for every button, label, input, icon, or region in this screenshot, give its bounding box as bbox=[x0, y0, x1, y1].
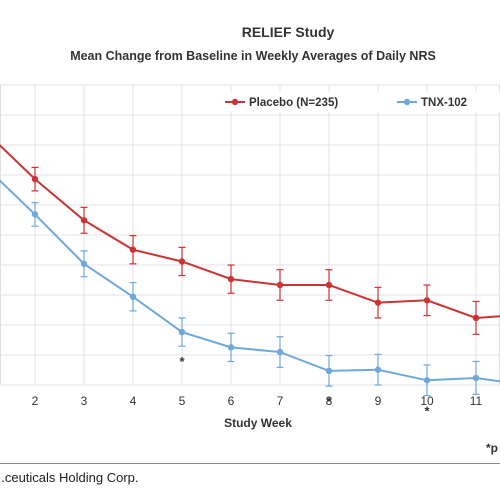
significance-marker: * bbox=[179, 354, 185, 369]
data-point-tnx bbox=[227, 344, 235, 351]
data-point-tnx bbox=[276, 348, 284, 356]
data-point-tnx bbox=[31, 211, 39, 218]
series-line-tnx bbox=[0, 179, 500, 383]
chart-subtitle: Mean Change from Baseline in Weekly Aver… bbox=[70, 49, 436, 63]
data-point-tnx bbox=[325, 367, 333, 375]
data-point-placebo bbox=[423, 297, 431, 304]
data-point-placebo bbox=[374, 299, 382, 306]
data-point-placebo bbox=[472, 314, 480, 322]
x-tick-label: 6 bbox=[228, 394, 235, 408]
x-tick-label: 8 bbox=[326, 394, 333, 408]
data-point-placebo bbox=[31, 175, 39, 183]
chart-title: RELIEF Study bbox=[242, 24, 335, 40]
series-placebo bbox=[0, 144, 500, 336]
data-point-tnx bbox=[80, 260, 88, 268]
data-point-placebo bbox=[178, 258, 186, 265]
data-point-placebo bbox=[276, 281, 284, 289]
data-point-tnx bbox=[423, 377, 431, 384]
x-tick-labels: 2 3 4 5 6 7 8 9 10 11 bbox=[32, 394, 483, 408]
x-tick-label: 11 bbox=[470, 394, 483, 408]
legend-placebo-label: Placebo (N=235) bbox=[249, 97, 338, 109]
x-tick-label: 3 bbox=[81, 394, 88, 408]
data-point-tnx bbox=[178, 328, 186, 336]
significance-marker: * bbox=[326, 394, 332, 409]
legend-placebo-marker bbox=[231, 98, 239, 106]
x-tick-label: 7 bbox=[277, 394, 284, 408]
significance-marker: * bbox=[424, 404, 430, 419]
series-line-placebo bbox=[0, 144, 500, 319]
data-point-tnx bbox=[129, 293, 137, 300]
series-tnx bbox=[0, 179, 500, 397]
legend-tnx-marker bbox=[403, 98, 411, 106]
legend-tnx-label: TNX-102 bbox=[421, 97, 467, 109]
data-point-placebo bbox=[129, 246, 137, 253]
data-point-placebo bbox=[325, 281, 333, 289]
footnote: *p bbox=[486, 441, 498, 455]
data-point-tnx bbox=[374, 366, 382, 373]
data-point-placebo bbox=[80, 217, 88, 224]
significance-markers: * * * bbox=[179, 354, 430, 418]
series-group bbox=[0, 144, 500, 397]
x-tick-label: 9 bbox=[375, 394, 382, 408]
footer-band bbox=[0, 462, 500, 500]
footer-source-text: ...ceuticals Holding Corp. bbox=[0, 470, 139, 485]
data-point-tnx bbox=[472, 374, 480, 382]
legend-background bbox=[222, 92, 500, 112]
x-tick-label: 5 bbox=[179, 394, 186, 408]
data-point-placebo bbox=[227, 275, 235, 283]
x-tick-label: 2 bbox=[32, 394, 39, 408]
x-tick-label: 4 bbox=[130, 394, 137, 408]
x-axis-label: Study Week bbox=[224, 416, 292, 430]
x-tick-label: 10 bbox=[420, 394, 434, 408]
